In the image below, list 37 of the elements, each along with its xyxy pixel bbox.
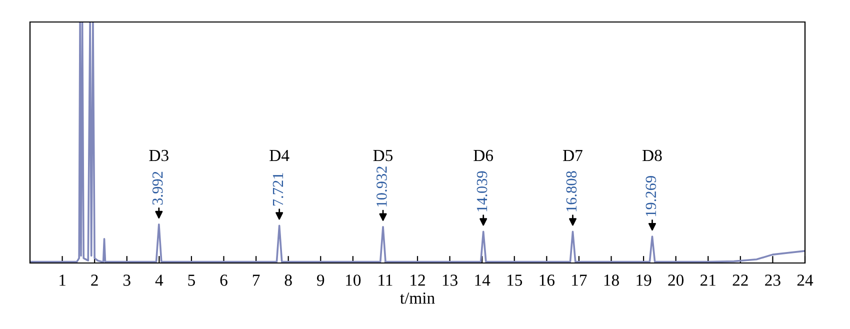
annotation: D4 — [270, 150, 290, 161]
x-tick-label: 9 — [316, 274, 324, 286]
annotation: D6 — [474, 150, 494, 162]
x-axis-title: t/min — [400, 292, 435, 304]
x-tick-label: 21 — [700, 274, 716, 286]
x-tick-label: 3 — [124, 274, 130, 286]
x-tick-label: 13 — [442, 274, 458, 286]
annotation: 3.992 — [152, 172, 163, 205]
x-tick-label: 10 — [346, 274, 361, 286]
x-tick-label: 8 — [284, 274, 292, 286]
annotation: D3 — [149, 150, 168, 162]
x-tick-label: 6 — [220, 274, 228, 286]
x-tick-label: 20 — [668, 274, 684, 286]
x-tick-label: 19 — [636, 274, 652, 286]
annotation: D8 — [642, 150, 662, 162]
x-tick-label: 14 — [475, 274, 490, 286]
x-tick-label: 22 — [732, 274, 748, 286]
x-tick-label: 12 — [410, 274, 425, 286]
annotation: 16.808 — [566, 171, 577, 212]
x-tick-label: 16 — [540, 274, 555, 286]
x-tick-label: 17 — [572, 274, 587, 286]
x-tick-label: 7 — [252, 274, 260, 286]
x-tick-label: 5 — [188, 274, 195, 286]
x-tick-label: 18 — [604, 274, 619, 286]
annotation: D5 — [373, 150, 393, 162]
x-tick-label: 4 — [155, 274, 164, 286]
annotation: D7 — [563, 150, 582, 161]
annotation: 14.039 — [476, 171, 488, 212]
annotation: 10.932 — [376, 166, 387, 206]
x-tick-label: 15 — [508, 274, 522, 286]
x-tick-label: 23 — [765, 274, 780, 286]
x-tick-label: 11 — [378, 274, 392, 286]
annotation: 19.269 — [646, 176, 656, 216]
x-tick-label: 2 — [91, 274, 98, 286]
annotation: 7.721 — [272, 173, 284, 206]
x-tick-label: 1 — [60, 274, 66, 286]
x-tick-label: 24 — [797, 274, 814, 286]
